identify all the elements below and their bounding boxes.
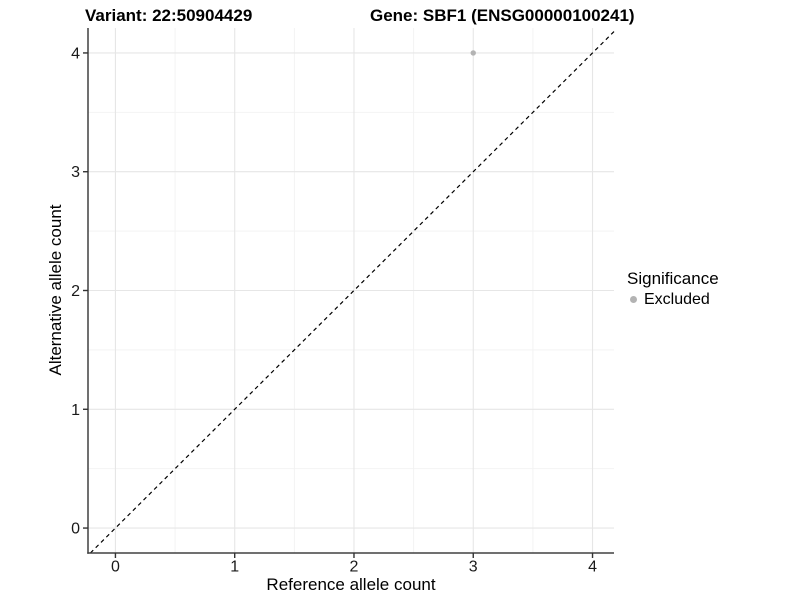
x-tick-label: 3 — [469, 559, 478, 576]
x-tick-label: 4 — [588, 559, 597, 576]
x-tick-label: 0 — [111, 559, 120, 576]
data-point — [470, 50, 476, 56]
legend-title: Significance — [627, 269, 719, 288]
y-tick-label: 2 — [71, 283, 80, 300]
y-tick-label: 3 — [71, 164, 80, 181]
identity-line — [89, 31, 615, 554]
y-tick-label: 1 — [71, 402, 80, 419]
gene-title: Gene: SBF1 (ENSG00000100241) — [370, 6, 635, 25]
y-tick-label: 4 — [71, 45, 80, 62]
x-tick-label: 2 — [350, 559, 359, 576]
x-tick-label: 1 — [230, 559, 239, 576]
y-axis-title: Alternative allele count — [46, 204, 65, 376]
legend: Significance Excluded — [627, 269, 719, 308]
x-axis-title: Reference allele count — [266, 575, 436, 594]
legend-point-icon — [630, 296, 637, 303]
y-tick-label: 0 — [71, 521, 80, 538]
legend-item-label: Excluded — [644, 291, 710, 308]
variant-title: Variant: 22:50904429 — [85, 6, 253, 25]
legend-item-excluded: Excluded — [627, 291, 719, 308]
